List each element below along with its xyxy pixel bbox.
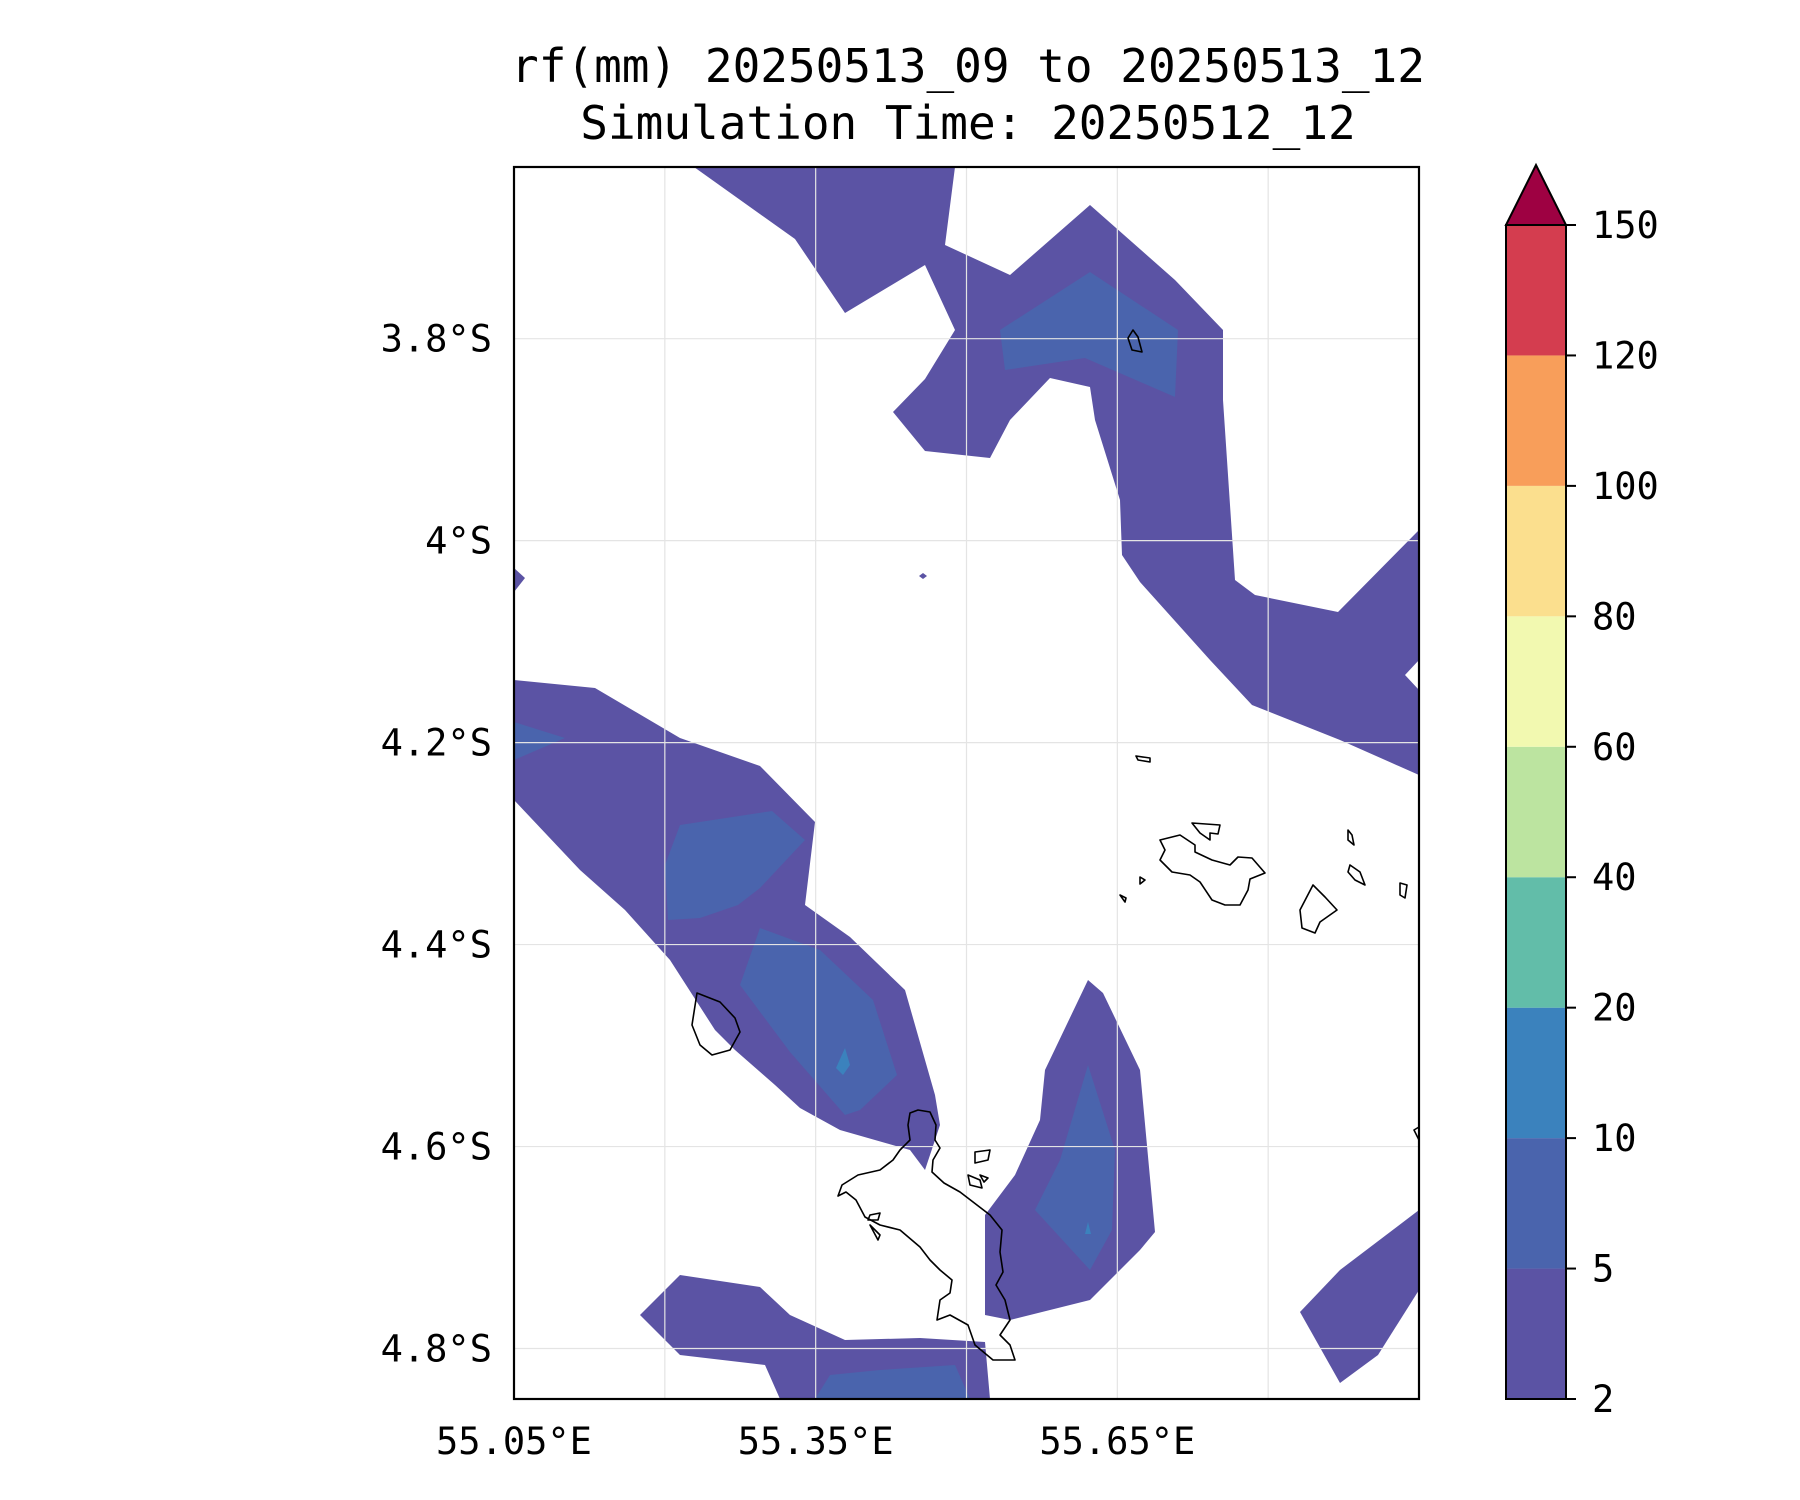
precip-dot — [919, 573, 927, 579]
coastline-islet-3 — [1191, 822, 1221, 841]
precip-band-5-10 — [514, 272, 1178, 1399]
coastline-praslin — [1159, 834, 1266, 906]
colorbar-tick-label: 100 — [1592, 465, 1659, 508]
coastline-islet-13 — [869, 1224, 881, 1241]
colorbar-tick-label: 40 — [1592, 856, 1637, 899]
lat-tick-label: 4.8°S — [381, 1328, 492, 1371]
coastline-islet-5 — [1347, 864, 1366, 886]
precip-area-north — [694, 167, 1419, 775]
precip-area-west-edge — [514, 568, 525, 592]
lat-tick-label: 4°S — [425, 520, 492, 563]
precip-spot-2 — [1085, 1222, 1091, 1234]
precip-core-sw-2 — [740, 928, 897, 1115]
colorbar-tick-label: 10 — [1592, 1117, 1637, 1160]
precip-contours — [514, 167, 1419, 1399]
coastline-mahe — [837, 1109, 1016, 1361]
colorbar: 2 5 10 20 40 60 80 100 120 150 — [1504, 162, 1659, 1421]
colorbar-segment — [1506, 877, 1566, 1008]
precip-core-west-edge — [514, 722, 565, 760]
longitude-labels: 55.05°E 55.35°E 55.65°E — [436, 1420, 1195, 1463]
precip-core-sw-1 — [665, 811, 805, 920]
precip-core-south-central — [1035, 1065, 1115, 1270]
colorbar-frame — [1505, 224, 1567, 1400]
precip-core-north — [1000, 272, 1178, 397]
colorbar-tick-label: 5 — [1592, 1248, 1614, 1291]
lat-tick-label: 4.6°S — [381, 1126, 492, 1169]
coastline-islet-1 — [1127, 329, 1143, 353]
precip-band-10-20 — [836, 1048, 1091, 1234]
colorbar-segment — [1506, 616, 1566, 747]
lat-tick-label: 3.8°S — [381, 318, 492, 361]
lon-tick-label: 55.35°E — [738, 1420, 894, 1463]
colorbar-segment — [1506, 355, 1566, 486]
colorbar-segment — [1506, 1007, 1566, 1139]
colorbar-tick-label: 60 — [1592, 726, 1637, 769]
coastline-islet-14 — [1413, 1126, 1419, 1141]
lon-tick-label: 55.05°E — [436, 1420, 592, 1463]
colorbar-segment — [1506, 746, 1566, 878]
coastline-islet-9 — [974, 1149, 991, 1164]
colorbar-segment — [1506, 1138, 1566, 1269]
latitude-labels: 3.8°S 4°S 4.2°S 4.4°S 4.6°S 4.8°S — [381, 318, 492, 1371]
map-frame — [512, 165, 1421, 1401]
colorbar-segment — [1506, 225, 1566, 356]
colorbar-segment — [1506, 1268, 1566, 1399]
colorbar-extend-arrow — [1504, 162, 1568, 226]
coastline-islet-6 — [1399, 882, 1408, 899]
precip-area-southeast — [1300, 1210, 1419, 1383]
map-area — [512, 165, 1421, 1401]
coastline-silhouette — [691, 992, 741, 1056]
coastline-islet-8 — [1119, 894, 1127, 903]
coastline-islet-10 — [967, 1174, 983, 1189]
coastline-islet-7 — [1139, 876, 1146, 885]
lat-tick-label: 4.2°S — [381, 722, 492, 765]
gridlines — [514, 167, 1419, 1399]
coastline-islet-2 — [1135, 755, 1151, 763]
coastline-la-digue — [1299, 884, 1338, 934]
colorbar-tick-label: 2 — [1592, 1378, 1614, 1421]
coastline-islet-11 — [979, 1174, 989, 1183]
colorbar-tick-label: 120 — [1592, 334, 1659, 377]
lat-tick-label: 4.4°S — [381, 924, 492, 967]
colorbar-tick-label: 80 — [1592, 595, 1637, 638]
map-title: rf(mm) 20250513_09 to 20250513_12 — [511, 39, 1425, 93]
coastline-islet-12 — [867, 1212, 881, 1221]
coastline-islet-4 — [1347, 829, 1355, 846]
map-subtitle: Simulation Time: 20250512_12 — [580, 96, 1355, 150]
colorbar-tick-label: 150 — [1592, 204, 1659, 247]
colorbar-segment — [1506, 485, 1566, 617]
precip-spot-1 — [836, 1048, 850, 1075]
coastlines — [691, 329, 1419, 1361]
lon-tick-label: 55.65°E — [1039, 1420, 1195, 1463]
precip-area-south — [640, 1275, 990, 1399]
precip-core-south — [815, 1365, 970, 1399]
colorbar-tick-label: 20 — [1592, 987, 1637, 1030]
